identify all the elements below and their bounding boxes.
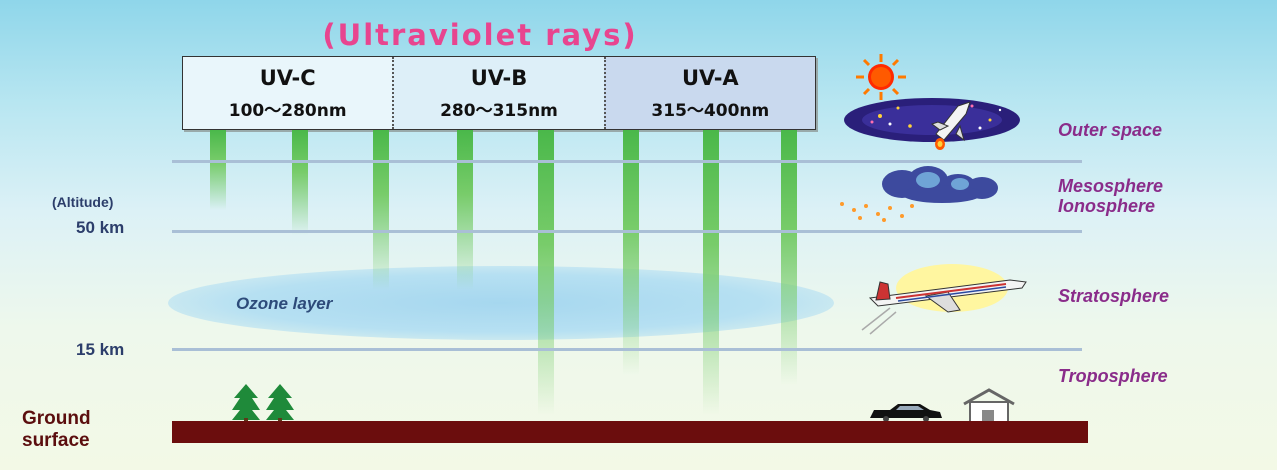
uv-c-range: 100～280nm: [228, 100, 347, 121]
ozone-layer: [168, 266, 834, 340]
uv-c-beam: [210, 130, 226, 210]
layer-mesosphere: Mesosphere: [1058, 176, 1164, 196]
tree-icon: [232, 384, 294, 424]
uv-c-beam: [373, 130, 389, 290]
car-icon: [870, 404, 942, 422]
uv-a-range: 315～400nm: [651, 100, 770, 121]
diagram-title: (Ultraviolet rays): [322, 18, 638, 52]
space-shuttle-icon: [844, 98, 1020, 150]
uv-a-name: UV-A: [681, 65, 739, 90]
uv-b-name: UV-B: [470, 65, 528, 90]
layer-ionosphere: Ionosphere: [1058, 196, 1156, 216]
layer-stratosphere: Stratosphere: [1058, 286, 1170, 306]
airplane-icon: [861, 264, 1027, 335]
altitude-15km-line: [172, 348, 1082, 351]
ground-label-line1: Ground: [22, 408, 91, 429]
uv-a-beam: [703, 130, 719, 415]
altitude-50km-label: 50 km: [76, 218, 125, 237]
ozone-layer-label: Ozone layer: [236, 294, 333, 313]
uv-b-range: 280～315nm: [440, 100, 558, 121]
uv-b-beam: [538, 130, 554, 415]
layer-troposphere: Troposphere: [1058, 366, 1168, 386]
house-icon: [963, 388, 1015, 424]
ground-label-line2: surface: [22, 430, 90, 451]
altitude-50km-line: [172, 230, 1082, 233]
uv-c-beam: [292, 130, 308, 235]
sun-icon: [856, 54, 906, 100]
uv-band-table: UV-C 100～280nm UV-B 280～315nm UV-A 315～4…: [182, 56, 816, 130]
uv-b-beam: [457, 130, 473, 290]
ground-surface-bar: [172, 421, 1088, 443]
altitude-15km-label: 15 km: [76, 340, 125, 359]
ground-surface-label: Ground surface: [22, 408, 91, 452]
uv-c-name: UV-C: [259, 65, 316, 90]
uv-b-cell: UV-B 280～315nm: [392, 57, 604, 129]
layer-outer-space: Outer space: [1058, 120, 1163, 140]
cloud-icon: [840, 166, 998, 222]
altitude-label: (Altitude): [52, 194, 114, 210]
uv-a-beam: [623, 130, 639, 375]
uv-a-beam: [781, 130, 797, 385]
uv-c-cell: UV-C 100～280nm: [183, 57, 393, 129]
outer-space-boundary-line: [172, 160, 1082, 163]
uv-a-cell: UV-A 315～400nm: [603, 57, 815, 129]
